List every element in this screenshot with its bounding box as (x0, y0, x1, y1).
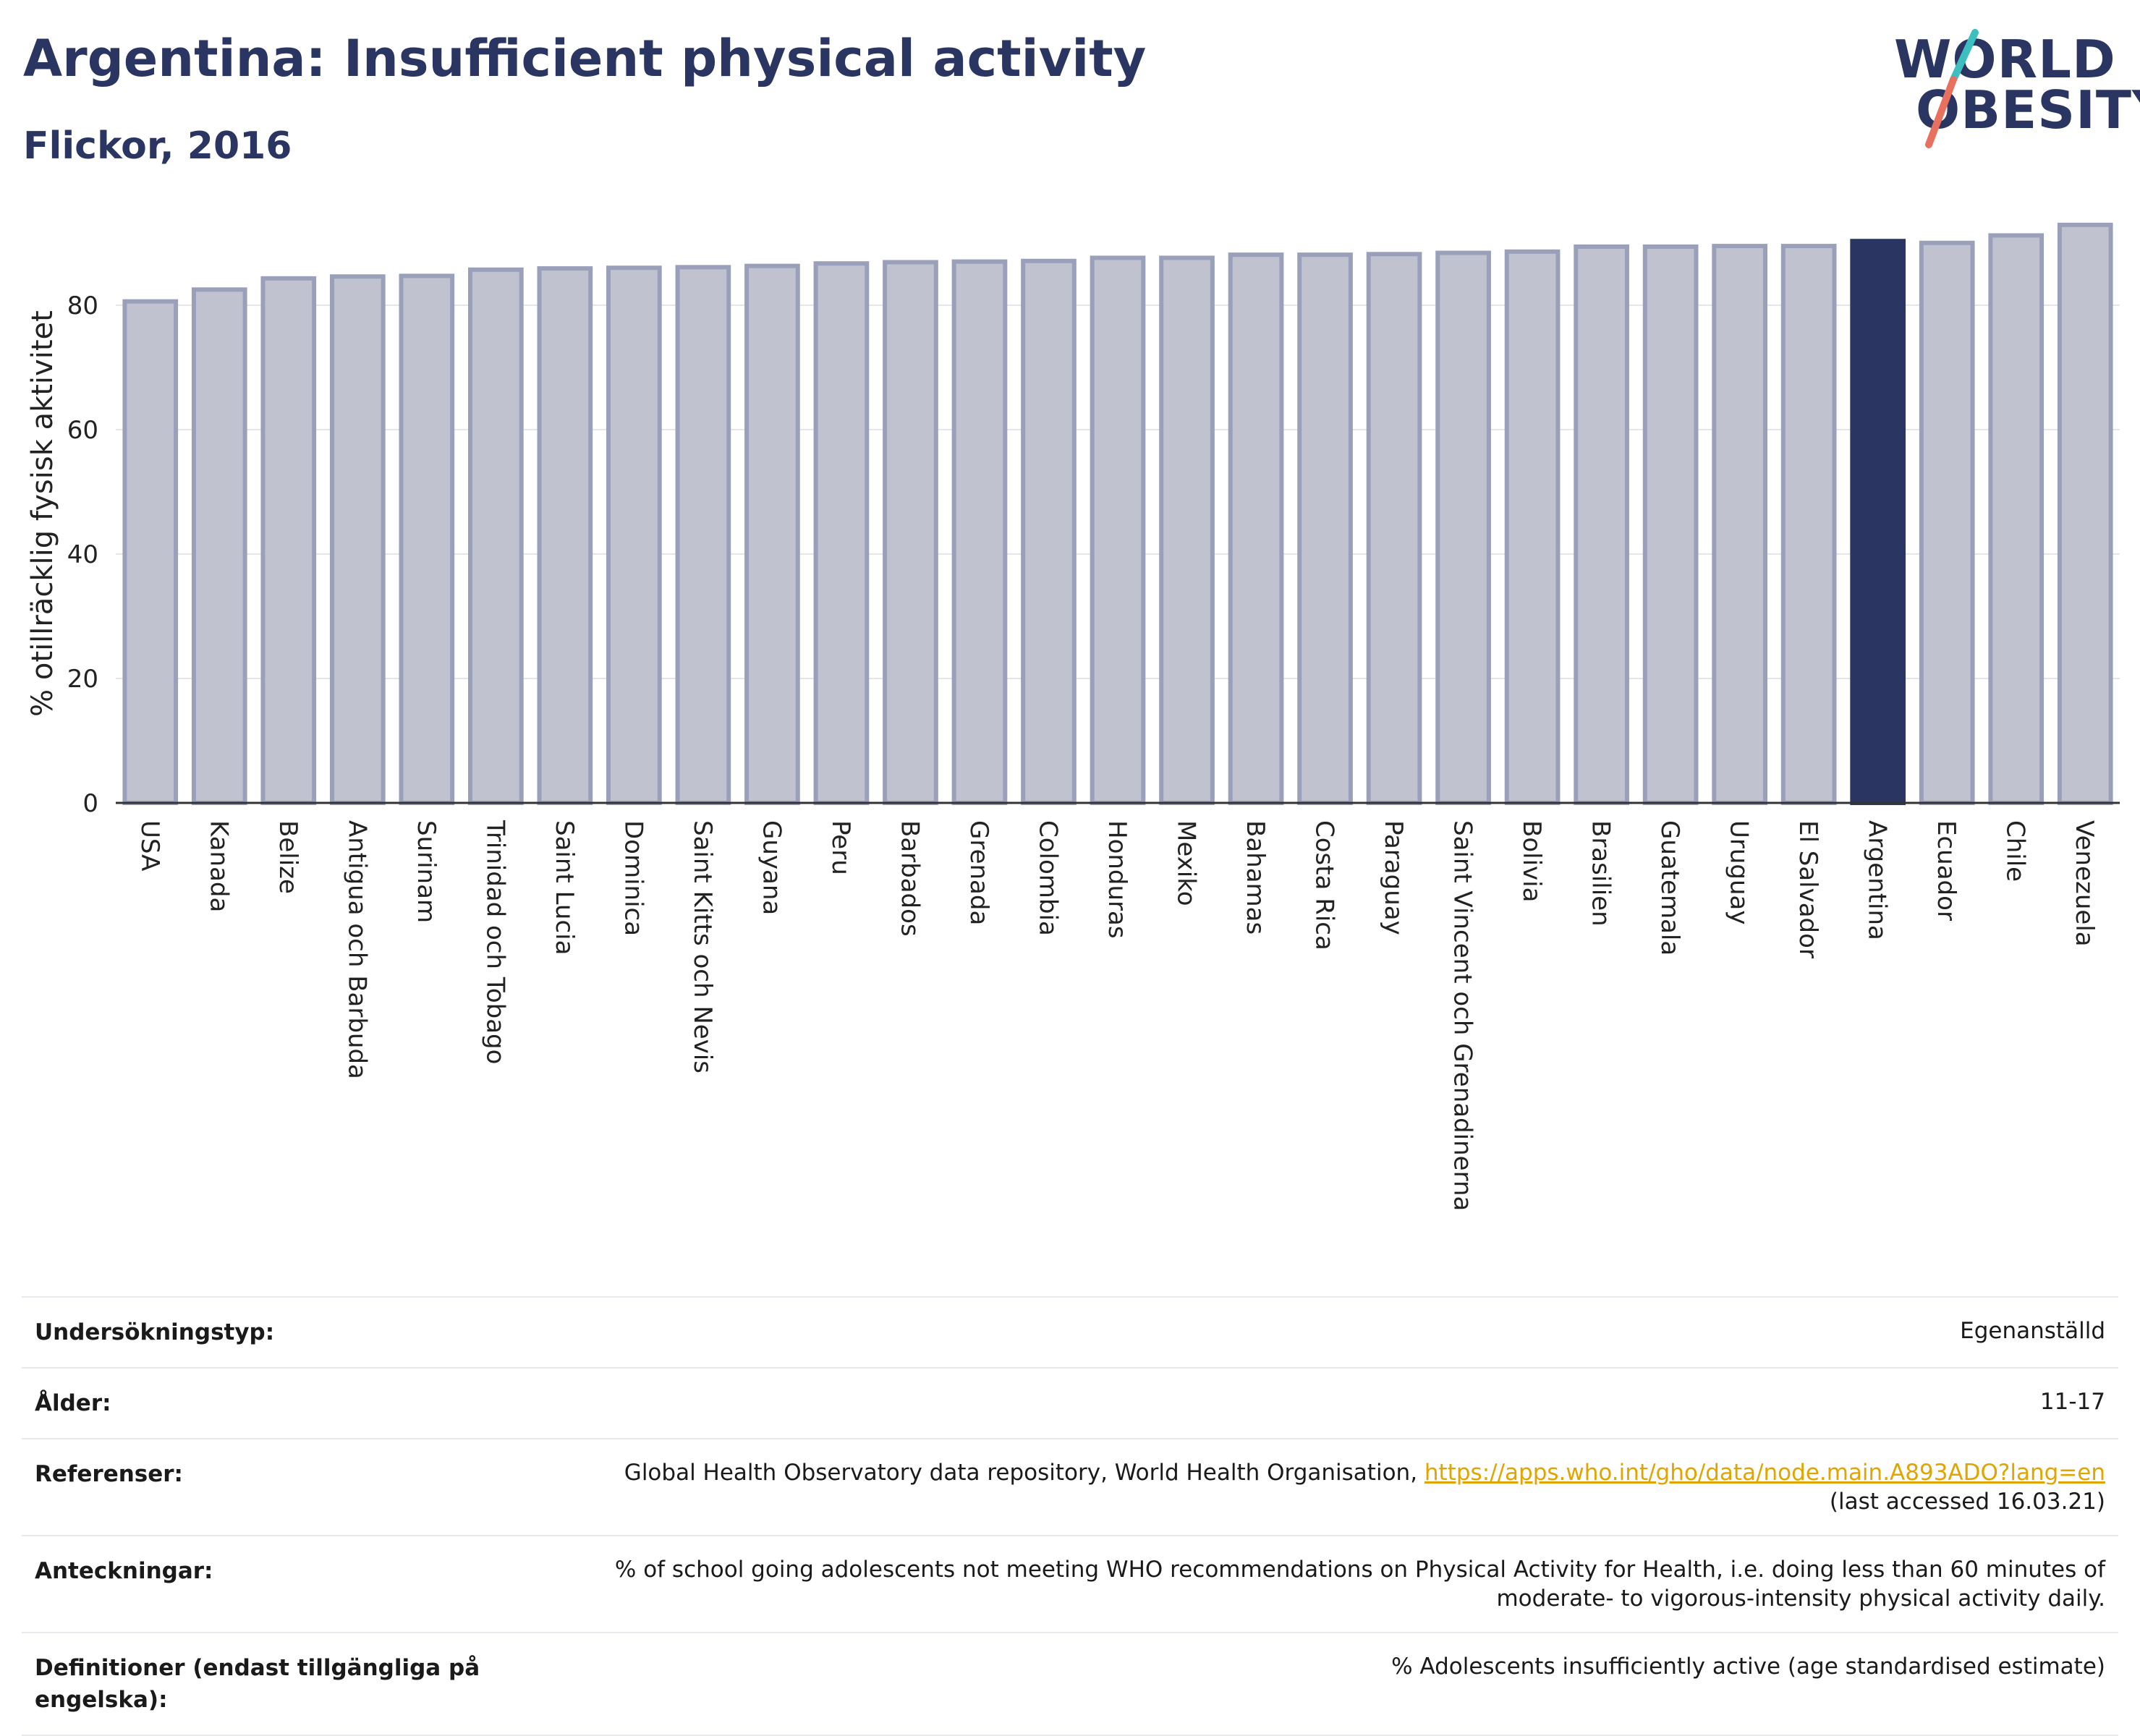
bar (883, 260, 938, 805)
x-tick-label: Venezuela (2070, 820, 2099, 947)
bar (1297, 252, 1353, 806)
x-tick-label: Bahamas (1241, 820, 1270, 935)
bar (1021, 258, 1077, 805)
bar (399, 273, 455, 806)
bar (1712, 244, 1767, 805)
metadata-table: Undersökningstyp: Egenanställd Ålder: 11… (22, 1296, 2118, 1736)
meta-value: 11-17 (2039, 1389, 2105, 1415)
bar (1919, 240, 1975, 805)
y-tick-label: 0 (82, 789, 98, 818)
bar (260, 276, 317, 806)
meta-row-definitions: Definitioner (endast tillgängliga på eng… (22, 1632, 2118, 1736)
x-tick-label: El Salvador (1793, 820, 1822, 958)
reference-link[interactable]: https://apps.who.int/gho/data/node.main.… (1424, 1460, 2105, 1486)
x-tick-label: Honduras (1103, 820, 1131, 939)
world-obesity-logo: WORLD OBESITY (1894, 29, 2140, 152)
bar (468, 267, 524, 805)
meta-value: Egenanställd (1960, 1318, 2105, 1344)
x-tick-label: Guatemala (1655, 820, 1684, 956)
meta-row-survey-type: Undersökningstyp: Egenanställd (22, 1296, 2118, 1367)
x-tick-label: Belize (273, 820, 302, 894)
x-tick-label: Saint Vincent och Grenadinerna (1448, 820, 1477, 1211)
y-tick-label: 40 (67, 540, 98, 569)
bar (1574, 244, 1629, 806)
x-tick-label: Saint Lucia (550, 820, 579, 955)
bar (1159, 255, 1215, 806)
bar (675, 265, 731, 805)
bar (329, 274, 386, 806)
x-tick-label: Argentina (1863, 820, 1892, 940)
y-tick-label: 20 (67, 665, 98, 694)
bar (191, 287, 247, 806)
bar (744, 263, 800, 806)
x-tick-label: Dominica (619, 820, 647, 936)
logo-word-world: WORLD (1894, 29, 2116, 90)
x-tick-label: Trinidad och Tobago (480, 820, 509, 1064)
bar (122, 299, 179, 805)
y-axis-label: % otillräcklig fysisk aktivitet (26, 310, 59, 717)
x-tick-label: Brasilien (1587, 820, 1615, 927)
notes-line-1: % of school going adolescents not meetin… (614, 1557, 2105, 1583)
meta-label: Anteckningar: (35, 1558, 213, 1584)
bar (1642, 244, 1699, 806)
x-tick-label: Surinam (412, 820, 441, 923)
bar (1504, 249, 1561, 805)
bar-chart: 0 20 40 60 80 % otillräcklig fysisk aktivitet… (26, 222, 2120, 1211)
y-tick-label: 80 (67, 292, 98, 320)
x-tick-label: Chile (2001, 820, 2030, 882)
bar (606, 265, 662, 806)
x-tick-label: Grenada (964, 820, 993, 925)
bar (2057, 222, 2113, 805)
bar (951, 259, 1008, 805)
x-tick-label: Colombia (1033, 820, 1062, 936)
bar (1228, 252, 1284, 806)
meta-value: Global Health Observatory data repositor… (498, 1458, 2105, 1516)
x-tick-label: Guyana (757, 820, 786, 915)
x-tick-label: Ecuador (1932, 820, 1961, 921)
x-tick-label: USA (135, 820, 164, 871)
meta-value: % of school going adolescents not meetin… (498, 1555, 2105, 1613)
bar (1090, 255, 1146, 806)
bar (1435, 250, 1491, 806)
chart-title: Argentina: Insufficient physical activit… (23, 29, 1147, 88)
x-tick-label: Kanada (204, 820, 233, 912)
meta-row-notes: Anteckningar: % of school going adolesce… (22, 1535, 2118, 1632)
x-tick-label: Peru (826, 820, 855, 875)
bar (537, 266, 593, 806)
bar (1988, 233, 2045, 805)
reference-text: Global Health Observatory data repositor… (624, 1460, 1418, 1486)
meta-label: Definitioner (endast tillgängliga på eng… (35, 1655, 480, 1713)
bar (1780, 244, 1837, 805)
x-tick-label: Bolivia (1517, 820, 1546, 902)
meta-row-references: Referenser: Global Health Observatory da… (22, 1438, 2118, 1535)
x-tick-label: Antigua och Barbuda (342, 820, 371, 1079)
y-tick-label: 60 (67, 416, 98, 445)
meta-value: % Adolescents insufficiently active (age… (1391, 1654, 2105, 1680)
x-tick-label: Paraguay (1379, 820, 1408, 935)
x-tick-label: Saint Kitts och Nevis (688, 820, 717, 1073)
reference-accessed: (last accessed 16.03.21) (1829, 1489, 2105, 1515)
meta-label: Undersökningstyp: (35, 1319, 275, 1345)
bar (1366, 252, 1422, 805)
x-tick-label: Barbados (895, 820, 924, 937)
meta-row-age: Ålder: 11-17 (22, 1367, 2118, 1438)
meta-label: Ålder: (35, 1390, 111, 1416)
bar (813, 261, 870, 806)
x-tick-label: Uruguay (1725, 820, 1754, 925)
meta-label: Referenser: (35, 1461, 183, 1487)
logo-slash-icon (1925, 29, 1979, 148)
chart-subtitle: Flickor, 2016 (23, 124, 292, 168)
x-tick-label: Costa Rica (1310, 820, 1339, 950)
x-tick-label: Mexiko (1172, 820, 1201, 906)
notes-line-2: moderate- to vigorous-intensity physical… (1496, 1586, 2105, 1612)
bar (1850, 239, 1906, 805)
